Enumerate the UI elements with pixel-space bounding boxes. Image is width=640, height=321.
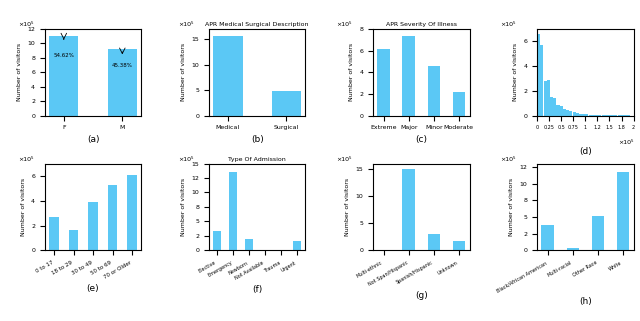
Bar (579, 114, 582, 116)
Bar (618, 115, 621, 116)
Bar (49, 217, 59, 250)
Bar (277, 249, 285, 250)
Bar (576, 113, 579, 116)
Text: ×10⁵: ×10⁵ (500, 157, 516, 162)
Bar (608, 115, 611, 116)
X-axis label: (a): (a) (87, 134, 99, 143)
Bar (378, 49, 390, 116)
Title: APR Medical Surgical Description: APR Medical Surgical Description (205, 22, 309, 27)
Bar (566, 248, 579, 250)
Bar (403, 36, 415, 116)
Text: ×10⁵: ×10⁵ (178, 22, 193, 27)
Bar (540, 45, 543, 116)
Bar (598, 115, 602, 116)
Text: 54.62%: 54.62% (53, 53, 74, 58)
X-axis label: (f): (f) (252, 285, 262, 294)
Bar (293, 241, 301, 250)
Text: ×10⁵: ×10⁵ (18, 22, 33, 27)
Text: 45.38%: 45.38% (112, 63, 132, 68)
Bar (229, 172, 237, 250)
Bar (213, 36, 243, 116)
Bar (452, 241, 465, 250)
X-axis label: (g): (g) (415, 291, 428, 300)
Text: ×10⁵: ×10⁵ (336, 157, 351, 162)
X-axis label: (e): (e) (87, 284, 99, 293)
Text: ×10⁵: ×10⁵ (618, 140, 634, 145)
Text: ×10⁵: ×10⁵ (500, 22, 516, 27)
X-axis label: (d): (d) (579, 147, 592, 156)
Y-axis label: Number of visitors: Number of visitors (180, 178, 186, 236)
X-axis label: (c): (c) (415, 134, 428, 143)
Bar (49, 36, 79, 116)
Bar (591, 216, 604, 250)
Bar (589, 115, 592, 116)
Bar (541, 225, 554, 250)
Bar (68, 230, 79, 250)
Bar (592, 115, 595, 116)
Bar (582, 114, 585, 116)
Bar (543, 81, 547, 116)
Bar (550, 97, 553, 116)
Y-axis label: Number of visitors: Number of visitors (513, 43, 518, 101)
Y-axis label: Number of visitors: Number of visitors (345, 178, 350, 236)
Bar (556, 105, 559, 116)
Bar (403, 169, 415, 250)
Bar (595, 115, 598, 116)
Bar (88, 202, 98, 250)
Bar (272, 91, 301, 116)
Bar (617, 171, 629, 250)
Bar (566, 110, 569, 116)
X-axis label: (h): (h) (579, 297, 592, 306)
Bar (428, 66, 440, 116)
X-axis label: (b): (b) (251, 134, 264, 143)
Text: ×10⁵: ×10⁵ (18, 157, 33, 162)
Bar (537, 34, 540, 116)
Y-axis label: Number of visitors: Number of visitors (20, 178, 26, 236)
Bar (127, 175, 137, 250)
Y-axis label: Number of visitors: Number of visitors (17, 43, 22, 101)
Bar (586, 114, 588, 116)
Title: Type Of Admission: Type Of Admission (228, 157, 286, 162)
Text: ×10⁵: ×10⁵ (336, 22, 351, 27)
Bar (559, 107, 563, 116)
Bar (245, 239, 253, 250)
Bar (573, 112, 575, 116)
Bar (614, 115, 618, 116)
Y-axis label: Number of visitors: Number of visitors (181, 43, 186, 101)
Bar (553, 98, 556, 116)
Bar (602, 115, 605, 116)
Bar (563, 109, 566, 116)
Bar (547, 80, 550, 116)
Bar (108, 185, 117, 250)
Bar (611, 115, 614, 116)
Y-axis label: Number of visitors: Number of visitors (509, 178, 514, 236)
Bar (452, 92, 465, 116)
Y-axis label: Number of visitors: Number of visitors (349, 43, 354, 101)
Title: APR Severity Of Illness: APR Severity Of Illness (386, 22, 457, 27)
Bar (108, 49, 137, 116)
Bar (213, 231, 221, 250)
Bar (428, 234, 440, 250)
Bar (570, 111, 572, 116)
Bar (605, 115, 608, 116)
Text: ×10⁵: ×10⁵ (178, 157, 193, 162)
